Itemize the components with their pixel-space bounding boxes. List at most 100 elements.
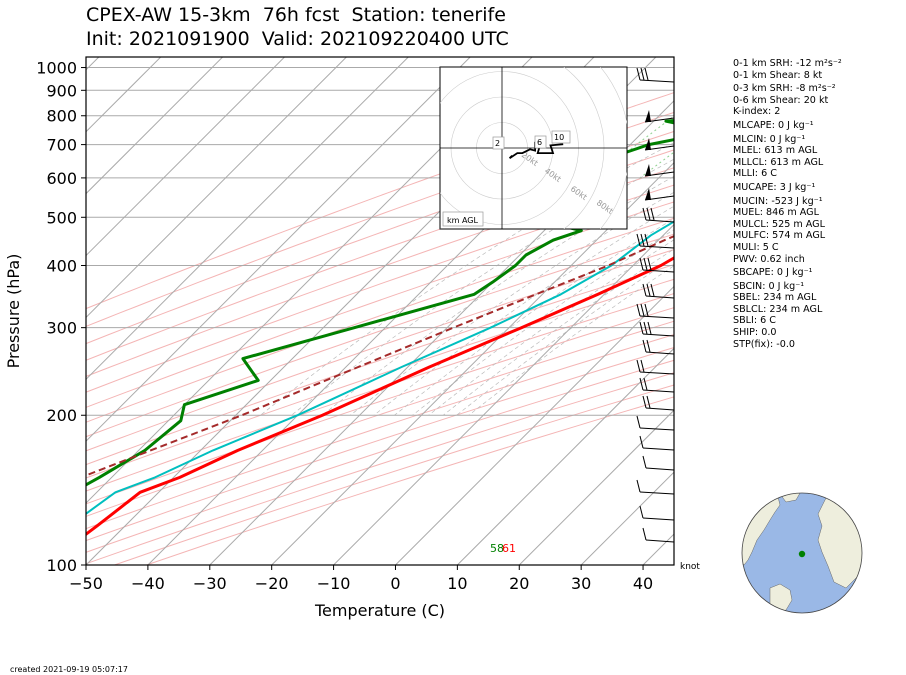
isotherm-line <box>86 57 285 257</box>
index-row: SBLI: 6 C <box>733 315 842 327</box>
index-value: 8 kt <box>803 69 823 81</box>
y-tick-label: 400 <box>46 256 77 275</box>
index-value: 0.62 inch <box>760 253 805 265</box>
index-row: SBLCL: 234 m AGL <box>733 304 842 316</box>
index-separator: : <box>753 315 761 327</box>
dry-adiabat-line <box>86 307 674 505</box>
y-tick-label: 800 <box>46 107 77 126</box>
y-tick-label: 1000 <box>36 59 77 78</box>
stability-indices-panel: 0-1 km SRH: -12 m²s⁻² 0-1 km Shear: 8 kt 0… <box>733 56 842 350</box>
surface-temperature-label: 61 <box>502 542 516 555</box>
index-separator: : <box>758 145 765 157</box>
index-value: 0 J kg⁻¹ <box>778 119 814 131</box>
index-label: SBEL <box>733 292 758 304</box>
x-axis-label: Temperature (C) <box>314 601 445 620</box>
index-value: 846 m AGL <box>766 207 819 219</box>
y-tick-label: 900 <box>46 81 77 100</box>
index-separator: : <box>797 94 804 106</box>
index-row: SBEL: 234 m AGL <box>733 292 842 304</box>
index-value: -12 m²s⁻² <box>795 58 842 69</box>
parcel-profile-line <box>86 235 674 477</box>
index-label: 0-6 km Shear <box>733 94 798 106</box>
wind-barb <box>642 207 675 223</box>
x-tick-label: −40 <box>131 574 165 593</box>
index-separator: : <box>754 253 761 265</box>
index-separator: : <box>763 303 770 315</box>
y-tick-label: 100 <box>46 556 77 575</box>
surface-labels: 58 61 <box>490 542 516 555</box>
wind-barb <box>644 138 675 151</box>
dry-adiabat-line <box>86 347 674 542</box>
dry-adiabat-line <box>86 249 674 452</box>
y-tick-label: 500 <box>46 208 77 227</box>
hodograph-height-label: 10 <box>554 133 564 142</box>
isotherm-line <box>457 347 674 565</box>
index-label: MLCAPE <box>733 119 772 131</box>
index-label: 0-1 km Shear <box>733 69 798 81</box>
index-value: 234 m AGL <box>769 303 823 315</box>
index-separator: : <box>765 195 772 207</box>
index-row: MULCL: 525 m AGL <box>733 219 842 231</box>
index-row: MUEL: 846 m AGL <box>733 207 842 219</box>
index-label: MLLI <box>733 168 755 180</box>
hodograph-km-agl-box <box>442 211 484 227</box>
wind-barb <box>639 377 675 393</box>
temperature-profile-line <box>86 256 674 537</box>
index-row: 0-6 km Shear: 20 kt <box>733 95 842 107</box>
index-label: MULCL <box>733 218 766 230</box>
index-label: MUEL <box>733 207 760 219</box>
x-tick-label: 10 <box>447 574 467 593</box>
y-tick-label: 700 <box>46 136 77 155</box>
index-label: MUCAPE <box>733 181 774 193</box>
hodograph-height-box <box>534 135 547 149</box>
index-separator: : <box>764 156 771 168</box>
wind-barb <box>639 505 675 521</box>
isotherm-line <box>86 57 471 442</box>
wind-barbs <box>636 67 675 543</box>
x-tick-label: 0 <box>390 574 400 593</box>
dry-adiabat-line <box>86 264 674 466</box>
wind-barb <box>644 110 675 123</box>
index-separator: : <box>754 327 762 339</box>
y-tick-label: 600 <box>46 169 77 188</box>
index-row: MUCAPE: 3 J kg⁻¹ <box>733 182 842 194</box>
index-value: 6 C <box>760 315 777 327</box>
index-row: MLCAPE: 0 J kg⁻¹ <box>733 120 842 132</box>
dry-adiabat-line <box>86 320 674 517</box>
globe-locator-map <box>741 492 863 614</box>
dry-adiabat-line <box>86 278 674 479</box>
chart-title-line2: Init: 2021091900 Valid: 202109220400 UTC <box>86 28 509 50</box>
station-location-marker <box>798 550 806 558</box>
index-separator: : <box>759 207 767 219</box>
index-value: 20 kt <box>803 94 829 106</box>
index-value: 6 C <box>761 168 777 180</box>
index-value: 574 m AGL <box>772 230 826 242</box>
index-label: STP(fix) <box>733 338 770 350</box>
index-value: 0 J kg⁻¹ <box>776 267 813 279</box>
index-separator: : <box>769 338 777 350</box>
index-label: MULFC <box>733 230 766 242</box>
moist-adiabat-line <box>456 257 674 416</box>
dry-adiabat-line <box>86 233 674 438</box>
index-row: MLEL: 613 m AGL <box>733 145 842 157</box>
index-row: MULFC: 574 m AGL <box>733 230 842 242</box>
wind-barb <box>644 188 675 201</box>
index-row: MLCIN: 0 J kg⁻¹ <box>733 134 842 146</box>
index-value: 0 J kg⁻¹ <box>768 280 805 292</box>
index-value: 2 <box>774 106 781 118</box>
index-separator: : <box>765 230 773 242</box>
virtual_temp-profile-line <box>86 220 674 515</box>
isotherm-line <box>86 57 223 195</box>
index-separator: : <box>771 119 779 131</box>
index-row: PWV: 0.62 inch <box>733 254 842 266</box>
index-label: SBLCL <box>733 303 764 315</box>
wind-barb <box>642 283 675 299</box>
dry-adiabat-line <box>86 184 674 393</box>
mixing-ratio-line <box>902 57 906 178</box>
x-tick-label: 40 <box>633 574 653 593</box>
wind-barb <box>636 303 675 319</box>
index-row: MULI: 5 C <box>733 242 842 254</box>
dry-adiabat-line <box>86 201 674 408</box>
